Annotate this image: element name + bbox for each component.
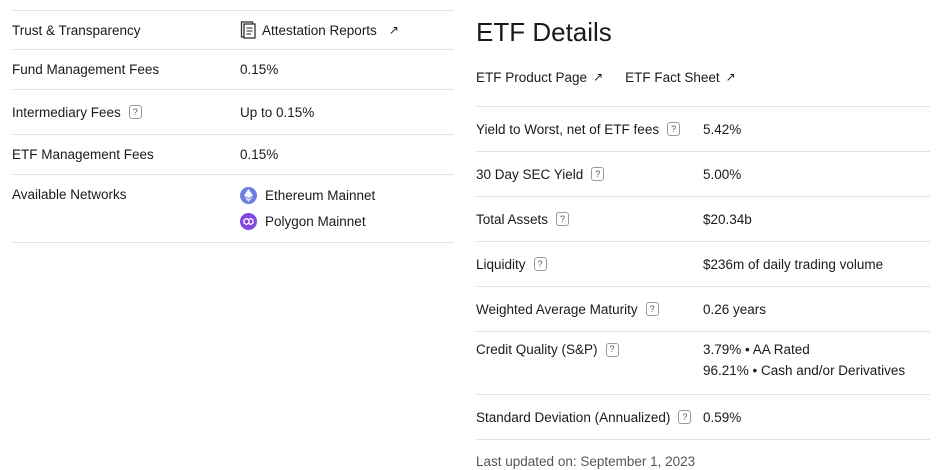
fund-info-table: Trust & Transparency Attestation Reports… xyxy=(12,0,454,243)
etf-details-table: Yield to Worst, net of ETF fees ? 5.42% … xyxy=(476,106,930,440)
fund-fee-value: 0.15% xyxy=(240,62,279,77)
external-arrow-icon: ↗ xyxy=(725,70,736,84)
network-name: Polygon Mainnet xyxy=(265,214,366,229)
detail-row: 30 Day SEC Yield ? 5.00% xyxy=(476,152,930,197)
detail-value: 0.26 years xyxy=(703,301,767,317)
etf-fact-sheet-link[interactable]: ETF Fact Sheet ↗ xyxy=(625,70,736,85)
help-icon[interactable]: ? xyxy=(645,302,659,316)
help-icon[interactable]: ? xyxy=(605,342,619,357)
etf-product-page-link[interactable]: ETF Product Page ↗ xyxy=(476,70,603,85)
detail-label: 30 Day SEC Yield xyxy=(476,166,584,182)
trust-label: Trust & Transparency xyxy=(12,22,141,38)
detail-row: Standard Deviation (Annualized) ? 0.59% xyxy=(476,395,930,440)
detail-value: 0.59% xyxy=(703,409,742,425)
detail-value: $20.34b xyxy=(703,211,752,227)
help-icon[interactable]: ? xyxy=(533,257,547,271)
detail-label: Liquidity xyxy=(476,256,526,272)
detail-value: 96.21% • Cash and/or Derivatives xyxy=(703,363,906,378)
help-icon[interactable]: ? xyxy=(128,105,142,119)
link-label: ETF Fact Sheet xyxy=(625,69,720,85)
network-polygon: Polygon Mainnet xyxy=(240,213,375,230)
detail-row: Liquidity ? $236m of daily trading volum… xyxy=(476,242,930,287)
network-name: Ethereum Mainnet xyxy=(265,188,376,203)
help-icon[interactable]: ? xyxy=(556,212,570,226)
external-arrow-icon: ↗ xyxy=(593,70,604,84)
trust-row: Trust & Transparency Attestation Reports… xyxy=(12,10,454,50)
intermediary-fee-value: Up to 0.15% xyxy=(240,104,315,120)
link-label: ETF Product Page xyxy=(476,69,588,85)
attestation-reports-link[interactable]: Attestation Reports ↗ xyxy=(240,21,399,39)
detail-label: Credit Quality (S&P) xyxy=(476,342,598,357)
networks-label: Available Networks xyxy=(12,187,127,202)
etf-fee-label: ETF Management Fees xyxy=(12,147,154,162)
detail-value: $236m of daily trading volume xyxy=(703,256,884,272)
fund-fee-label: Fund Management Fees xyxy=(12,62,160,77)
etf-fee-row: ETF Management Fees 0.15% xyxy=(12,135,454,175)
detail-row: Total Assets ? $20.34b xyxy=(476,197,930,242)
help-icon[interactable]: ? xyxy=(591,167,605,181)
detail-row: Credit Quality (S&P) ? 3.79% • AA Rated … xyxy=(476,332,930,395)
polygon-icon xyxy=(240,213,257,230)
etf-fee-value: 0.15% xyxy=(240,147,279,162)
network-list: Ethereum Mainnet Polygon Mainnet xyxy=(240,187,375,230)
external-arrow-icon: ↗ xyxy=(388,23,399,37)
etf-links: ETF Product Page ↗ ETF Fact Sheet ↗ xyxy=(476,67,930,87)
etf-details-title: ETF Details xyxy=(476,17,612,47)
detail-value: 3.79% • AA Rated xyxy=(703,342,810,357)
fund-fee-row: Fund Management Fees 0.15% xyxy=(12,50,454,90)
document-icon xyxy=(240,21,256,39)
detail-value: 5.42% xyxy=(703,121,742,137)
intermediary-fee-row: Intermediary Fees ? Up to 0.15% xyxy=(12,90,454,135)
ethereum-icon xyxy=(240,187,257,204)
detail-label: Standard Deviation (Annualized) xyxy=(476,409,671,425)
intermediary-fee-label: Intermediary Fees xyxy=(12,104,121,120)
last-updated-text: Last updated on: September 1, 2023 xyxy=(476,454,696,469)
help-icon[interactable]: ? xyxy=(678,410,692,424)
detail-label: Yield to Worst, net of ETF fees xyxy=(476,121,660,137)
detail-row: Yield to Worst, net of ETF fees ? 5.42% xyxy=(476,107,930,152)
detail-value: 5.00% xyxy=(703,166,742,182)
etf-details-panel: ETF Details ETF Product Page ↗ ETF Fact … xyxy=(476,0,930,469)
networks-row: Available Networks Ethereum Mainnet xyxy=(12,175,454,243)
help-icon[interactable]: ? xyxy=(667,122,681,136)
detail-label: Total Assets xyxy=(476,211,549,227)
detail-row: Weighted Average Maturity ? 0.26 years xyxy=(476,287,930,332)
attestation-reports-label: Attestation Reports xyxy=(262,22,377,38)
detail-label: Weighted Average Maturity xyxy=(476,301,638,317)
network-ethereum: Ethereum Mainnet xyxy=(240,187,375,204)
